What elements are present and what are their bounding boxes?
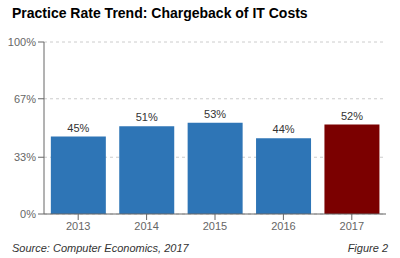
svg-text:51%: 51% [136, 111, 158, 123]
svg-text:2017: 2017 [340, 220, 364, 232]
svg-text:67%: 67% [14, 93, 36, 105]
svg-text:2016: 2016 [271, 220, 295, 232]
svg-text:0%: 0% [20, 208, 36, 220]
svg-text:44%: 44% [273, 123, 295, 135]
svg-text:52%: 52% [341, 110, 363, 122]
svg-text:2014: 2014 [134, 220, 158, 232]
html-text:Figure 2: Figure 2 [347, 242, 388, 254]
html-text:Practice Rate Trend: Chargebac: Practice Rate Trend: Chargeback of IT Co… [12, 5, 308, 21]
svg-text:2015: 2015 [203, 220, 227, 232]
svg-text:45%: 45% [67, 122, 89, 134]
svg-text:53%: 53% [204, 108, 226, 120]
html-text:Source: Computer Economics, 20: Source: Computer Economics, 2017 [12, 242, 189, 254]
svg-text:100%: 100% [8, 36, 36, 48]
svg-text:2013: 2013 [66, 220, 90, 232]
svg-text:33%: 33% [14, 151, 36, 163]
